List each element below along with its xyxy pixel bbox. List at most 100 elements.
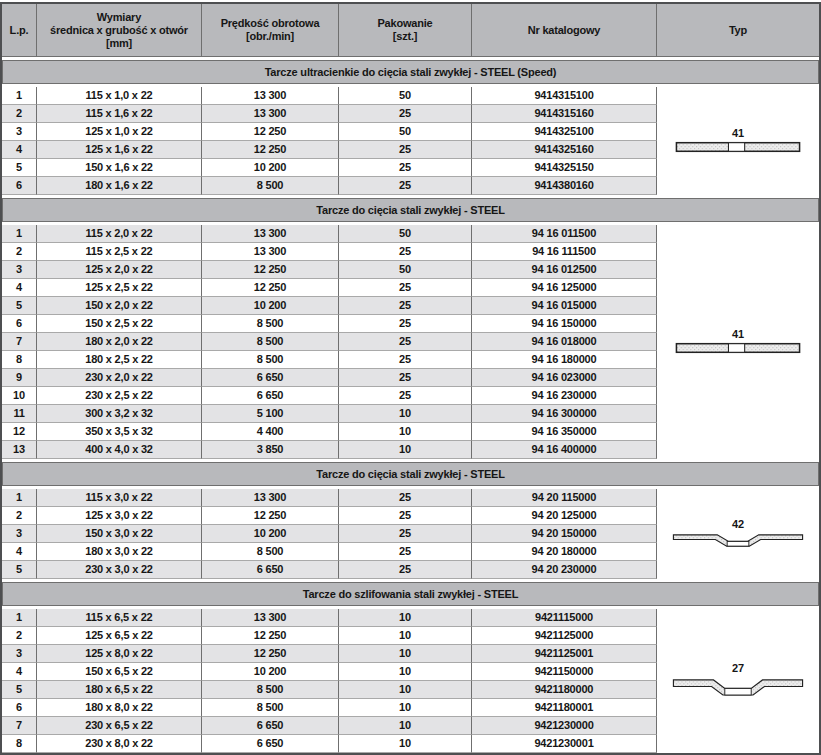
packaging-cell: 25 bbox=[339, 543, 472, 561]
dimensions-cell: 150 x 2,5 x 22 bbox=[37, 315, 202, 333]
packaging-cell: 25 bbox=[339, 387, 472, 405]
disc-figure: 42 bbox=[672, 519, 804, 549]
dimensions-cell: 150 x 1,6 x 22 bbox=[37, 159, 202, 177]
rpm-cell: 3 850 bbox=[202, 441, 339, 459]
type-cell: 42 bbox=[657, 489, 819, 579]
dimensions-cell: 125 x 6,5 x 22 bbox=[37, 627, 202, 645]
table-row: 5230 x 3,0 x 226 6502594 20 230000 bbox=[2, 561, 657, 579]
lp-cell: 4 bbox=[2, 279, 37, 297]
dimensions-cell: 180 x 6,5 x 22 bbox=[37, 681, 202, 699]
packaging-cell: 25 bbox=[339, 525, 472, 543]
rpm-cell: 4 400 bbox=[202, 423, 339, 441]
rpm-cell: 5 100 bbox=[202, 405, 339, 423]
disc-figure: 41 bbox=[675, 128, 801, 154]
lp-cell: 7 bbox=[2, 333, 37, 351]
table-row: 1115 x 3,0 x 2213 3002594 20 115000 bbox=[2, 489, 657, 507]
header-cell-typ: Typ bbox=[657, 4, 819, 56]
dimensions-cell: 115 x 1,0 x 22 bbox=[37, 87, 202, 105]
lp-cell: 8 bbox=[2, 351, 37, 369]
dimensions-cell: 115 x 3,0 x 22 bbox=[37, 489, 202, 507]
rpm-cell: 6 650 bbox=[202, 717, 339, 735]
lp-cell: 2 bbox=[2, 105, 37, 123]
packaging-cell: 10 bbox=[339, 717, 472, 735]
catalog-number-cell: 9414325100 bbox=[472, 123, 657, 141]
packaging-cell: 25 bbox=[339, 561, 472, 579]
section-title: Tarcze ultracienkie do cięcia stali zwyk… bbox=[2, 60, 819, 84]
catalog-number-cell: 94 20 115000 bbox=[472, 489, 657, 507]
lp-cell: 6 bbox=[2, 177, 37, 195]
table-row: 1115 x 2,0 x 2213 3005094 16 011500 bbox=[2, 225, 657, 243]
lp-cell: 5 bbox=[2, 561, 37, 579]
dimensions-cell: 230 x 2,5 x 22 bbox=[37, 387, 202, 405]
packaging-cell: 25 bbox=[339, 159, 472, 177]
catalog-number-cell: 94 20 180000 bbox=[472, 543, 657, 561]
header-cell-dim: Wymiaryśrednica x grubość x otwór[mm] bbox=[37, 4, 202, 56]
rpm-cell: 6 650 bbox=[202, 369, 339, 387]
lp-cell: 12 bbox=[2, 423, 37, 441]
catalog-number-cell: 9414380160 bbox=[472, 177, 657, 195]
packaging-cell: 10 bbox=[339, 735, 472, 753]
packaging-cell: 25 bbox=[339, 369, 472, 387]
table-row: 2125 x 6,5 x 2212 250109421125000 bbox=[2, 627, 657, 645]
catalog-number-cell: 94 16 023000 bbox=[472, 369, 657, 387]
dimensions-cell: 150 x 2,0 x 22 bbox=[37, 297, 202, 315]
dimensions-cell: 180 x 3,0 x 22 bbox=[37, 543, 202, 561]
packaging-cell: 10 bbox=[339, 441, 472, 459]
packaging-cell: 10 bbox=[339, 627, 472, 645]
header-cell-rpm: Prędkość obrotowa[obr./min] bbox=[202, 4, 339, 56]
catalog-number-cell: 9414315160 bbox=[472, 105, 657, 123]
header-line: Nr katalogowy bbox=[528, 24, 601, 37]
dimensions-cell: 115 x 6,5 x 22 bbox=[37, 609, 202, 627]
packaging-cell: 25 bbox=[339, 141, 472, 159]
section-title: Tarcze do cięcia stali zwykłej - STEEL bbox=[2, 462, 819, 486]
lp-cell: 2 bbox=[2, 507, 37, 525]
catalog-number-cell: 94 16 230000 bbox=[472, 387, 657, 405]
section-body: 1115 x 3,0 x 2213 3002594 20 1150002125 … bbox=[2, 489, 819, 579]
rpm-cell: 8 500 bbox=[202, 333, 339, 351]
dimensions-cell: 230 x 8,0 x 22 bbox=[37, 735, 202, 753]
table-row: 6180 x 1,6 x 228 500259414380160 bbox=[2, 177, 657, 195]
rpm-cell: 12 250 bbox=[202, 645, 339, 663]
lp-cell: 6 bbox=[2, 315, 37, 333]
dimensions-cell: 125 x 3,0 x 22 bbox=[37, 507, 202, 525]
rpm-cell: 10 200 bbox=[202, 525, 339, 543]
catalog-number-cell: 94 16 015000 bbox=[472, 297, 657, 315]
header-row: L.p.Wymiaryśrednica x grubość x otwór[mm… bbox=[2, 4, 819, 57]
table-row: 2115 x 1,6 x 2213 300259414315160 bbox=[2, 105, 657, 123]
table-row: 1115 x 6,5 x 2213 300109421115000 bbox=[2, 609, 657, 627]
packaging-cell: 50 bbox=[339, 87, 472, 105]
table-row: 3125 x 2,0 x 2212 2505094 16 012500 bbox=[2, 261, 657, 279]
rpm-cell: 12 250 bbox=[202, 141, 339, 159]
dimensions-cell: 180 x 2,5 x 22 bbox=[37, 351, 202, 369]
lp-cell: 3 bbox=[2, 645, 37, 663]
lp-cell: 11 bbox=[2, 405, 37, 423]
rpm-cell: 13 300 bbox=[202, 225, 339, 243]
sections: Tarcze ultracienkie do cięcia stali zwyk… bbox=[2, 60, 819, 753]
packaging-cell: 25 bbox=[339, 315, 472, 333]
lp-cell: 5 bbox=[2, 297, 37, 315]
lp-cell: 13 bbox=[2, 441, 37, 459]
rpm-cell: 8 500 bbox=[202, 681, 339, 699]
header-line: Pakowanie bbox=[377, 17, 432, 30]
rpm-cell: 13 300 bbox=[202, 609, 339, 627]
table-row: 4150 x 6,5 x 2210 200109421150000 bbox=[2, 663, 657, 681]
lp-cell: 4 bbox=[2, 543, 37, 561]
packaging-cell: 25 bbox=[339, 297, 472, 315]
packaging-cell: 25 bbox=[339, 177, 472, 195]
table-row: 9230 x 2,0 x 226 6502594 16 023000 bbox=[2, 369, 657, 387]
dimensions-cell: 230 x 6,5 x 22 bbox=[37, 717, 202, 735]
header-cell-cat: Nr katalogowy bbox=[472, 4, 657, 56]
packaging-cell: 10 bbox=[339, 405, 472, 423]
dimensions-cell: 125 x 2,5 x 22 bbox=[37, 279, 202, 297]
packaging-cell: 50 bbox=[339, 123, 472, 141]
lp-cell: 5 bbox=[2, 159, 37, 177]
table-row: 12350 x 3,5 x 324 4001094 16 350000 bbox=[2, 423, 657, 441]
dimensions-cell: 180 x 8,0 x 22 bbox=[37, 699, 202, 717]
lp-cell: 3 bbox=[2, 123, 37, 141]
table-row: 7230 x 6,5 x 226 650109421230000 bbox=[2, 717, 657, 735]
rpm-cell: 6 650 bbox=[202, 735, 339, 753]
catalog-number-cell: 94 16 011500 bbox=[472, 225, 657, 243]
type-number: 42 bbox=[732, 519, 744, 530]
rpm-cell: 8 500 bbox=[202, 177, 339, 195]
table-row: 11300 x 3,2 x 325 1001094 16 300000 bbox=[2, 405, 657, 423]
